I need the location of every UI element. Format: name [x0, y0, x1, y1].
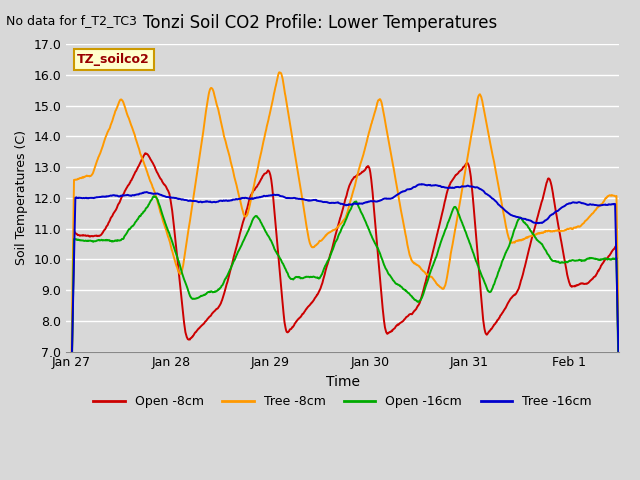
Tree -8cm	[356, 165, 364, 171]
Open -8cm	[140, 153, 148, 158]
Open -16cm	[252, 213, 260, 219]
Tree -8cm	[276, 70, 284, 75]
Tree -16cm	[615, 362, 623, 368]
Tree -8cm	[615, 348, 623, 353]
Open -8cm	[615, 375, 623, 381]
Tree -8cm	[367, 123, 374, 129]
Open -16cm	[150, 193, 158, 199]
Legend: Open -8cm, Tree -8cm, Open -16cm, Tree -16cm: Open -8cm, Tree -8cm, Open -16cm, Tree -…	[88, 390, 596, 413]
Line: Tree -16cm: Tree -16cm	[71, 184, 619, 383]
Text: Tonzi Soil CO2 Profile: Lower Temperatures: Tonzi Soil CO2 Profile: Lower Temperatur…	[143, 14, 497, 33]
Open -8cm	[141, 150, 149, 156]
Tree -16cm	[159, 193, 167, 199]
Open -16cm	[367, 231, 374, 237]
Open -16cm	[160, 216, 168, 222]
Line: Tree -8cm: Tree -8cm	[71, 72, 619, 373]
Open -8cm	[356, 172, 364, 178]
Line: Open -16cm: Open -16cm	[71, 196, 619, 403]
Tree -16cm	[305, 198, 312, 204]
Tree -8cm	[159, 219, 167, 225]
Text: No data for f_T2_TC3: No data for f_T2_TC3	[6, 14, 137, 27]
Y-axis label: Soil Temperatures (C): Soil Temperatures (C)	[15, 130, 28, 265]
Line: Open -8cm: Open -8cm	[71, 153, 619, 399]
Open -16cm	[140, 209, 148, 215]
Text: TZ_soilco2: TZ_soilco2	[77, 53, 150, 66]
Tree -16cm	[355, 201, 363, 206]
Open -8cm	[305, 303, 313, 309]
Open -16cm	[356, 205, 364, 211]
Open -8cm	[67, 396, 75, 402]
Tree -16cm	[140, 190, 148, 195]
Tree -8cm	[252, 174, 260, 180]
Open -16cm	[615, 384, 623, 390]
Open -8cm	[367, 173, 374, 179]
Open -8cm	[252, 184, 260, 190]
Open -16cm	[67, 400, 75, 406]
Tree -16cm	[67, 380, 75, 385]
X-axis label: Time: Time	[326, 375, 360, 389]
Tree -16cm	[418, 181, 426, 187]
Tree -16cm	[367, 198, 374, 204]
Open -16cm	[305, 274, 313, 280]
Tree -8cm	[305, 238, 313, 243]
Tree -16cm	[252, 195, 260, 201]
Open -8cm	[160, 181, 168, 187]
Tree -8cm	[67, 370, 75, 376]
Tree -8cm	[140, 160, 148, 166]
